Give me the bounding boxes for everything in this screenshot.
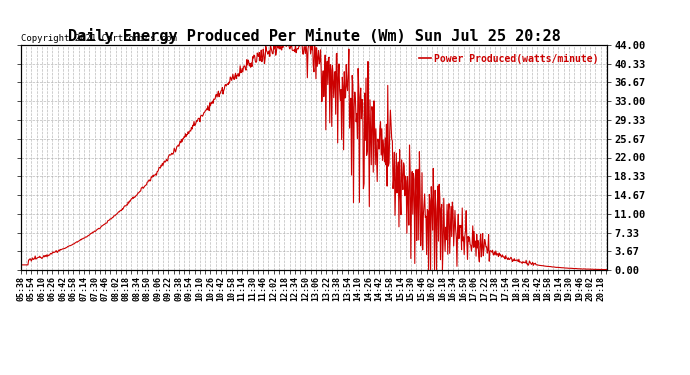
Legend: Power Produced(watts/minute): Power Produced(watts/minute) xyxy=(415,50,602,68)
Title: Daily Energy Produced Per Minute (Wm) Sun Jul 25 20:28: Daily Energy Produced Per Minute (Wm) Su… xyxy=(68,28,560,44)
Text: Copyright 2021 Cartronics.com: Copyright 2021 Cartronics.com xyxy=(21,34,177,43)
